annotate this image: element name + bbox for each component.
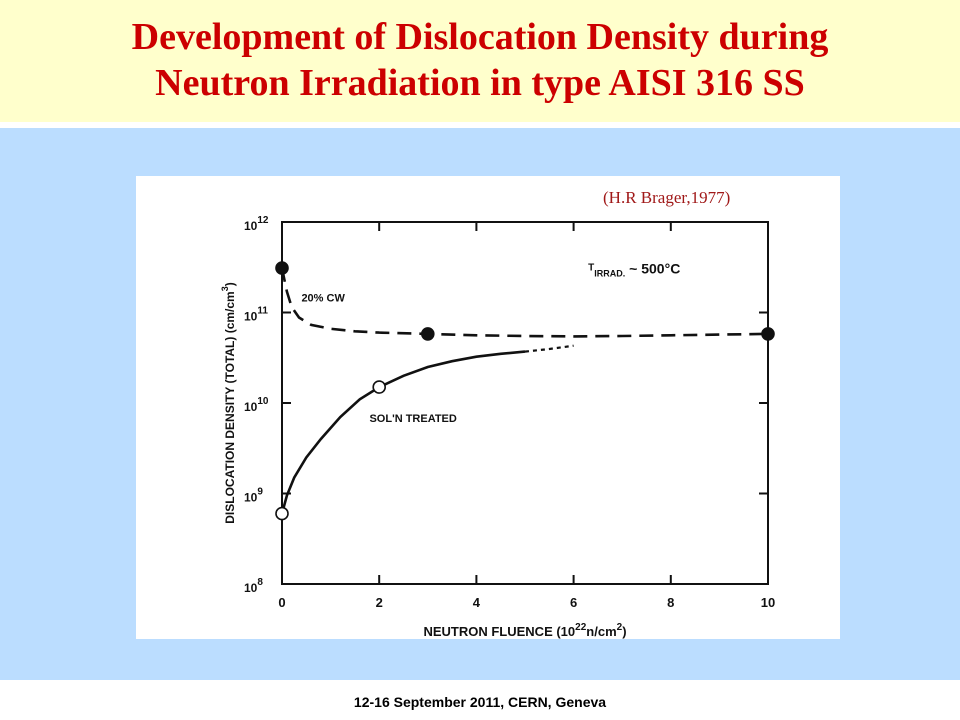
y-tick-exponent: 9	[257, 487, 263, 498]
y-tick-base: 10	[244, 491, 258, 505]
y-tick-exponent: 11	[257, 306, 268, 317]
x-axis-label-exp: 22	[575, 622, 587, 633]
footer-text: 12-16 September 2011, CERN, Geneva	[353, 694, 607, 710]
x-tick-label: 0	[278, 595, 285, 610]
y-tick-label: 109	[244, 487, 263, 505]
y-axis-label-close: )	[223, 282, 237, 286]
y-axis-label-text: DISLOCATION DENSITY (TOTAL) (cm/cm	[223, 291, 237, 523]
data-point-soln-treated	[372, 380, 386, 394]
title-band	[0, 0, 960, 122]
plot-panel: 0 2 4 6 8 10 108 109 1010 1011 1012 NEUTRON FLUENCE…	[136, 176, 840, 639]
x-tick-label: 10	[761, 595, 775, 610]
series-label-20pct-cw: 20% CW	[301, 292, 345, 304]
y-tick-label: 108	[244, 577, 263, 595]
y-tick-base: 10	[244, 310, 258, 324]
slide-title: Development of Dislocation Density durin…	[0, 14, 960, 106]
condition-subscript: IRRAD.	[594, 268, 625, 278]
x-tick-label: 8	[667, 595, 674, 610]
series-label-soln-treated: SOL'N TREATED	[369, 413, 456, 425]
x-axis-label-text: NEUTRON FLUENCE (10	[423, 624, 575, 639]
y-axis-label: DISLOCATION DENSITY (TOTAL) (cm/cm3)	[220, 282, 237, 523]
x-axis-label-close: )	[622, 624, 626, 639]
x-tick-label: 2	[376, 595, 383, 610]
x-axis-label-unit: n/cm	[586, 624, 616, 639]
data-point-20pct-cw	[275, 261, 289, 275]
data-point-soln-treated	[275, 506, 289, 521]
x-tick-label: 4	[473, 595, 481, 610]
y-tick-base: 10	[244, 581, 258, 595]
x-tick-label: 6	[570, 595, 577, 610]
condition-label: T	[588, 262, 594, 273]
y-tick-exponent: 8	[257, 577, 263, 588]
y-tick-base: 10	[244, 400, 258, 414]
data-point-20pct-cw	[761, 327, 775, 341]
y-tick-exponent: 10	[257, 396, 269, 407]
y-tick-label: 1010	[244, 396, 269, 414]
data-point-20pct-cw	[420, 327, 435, 341]
x-axis-label: NEUTRON FLUENCE (1022n/cm2)	[423, 622, 626, 639]
y-tick-label: 1011	[244, 306, 268, 324]
series-soln-treated-extension	[524, 344, 574, 353]
citation: (H.R Brager,1977)	[603, 188, 731, 207]
series-soln-treated-line	[280, 350, 526, 514]
x-axis-label-unit-exp: 2	[617, 622, 623, 633]
y-tick-label: 1012	[244, 215, 269, 233]
y-tick-exponent: 12	[257, 215, 269, 226]
y-axis-label-exp: 3	[220, 286, 230, 291]
title-line-2: Neutron Irradiation in type AISI 316 SS	[155, 62, 805, 104]
series-20pct-cw-line	[280, 267, 769, 338]
condition-value: ~ 500°C	[625, 260, 680, 276]
irradiation-temperature-label: TIRRAD. ~ 500°C	[588, 260, 680, 278]
title-line-1: Development of Dislocation Density durin…	[131, 16, 829, 58]
y-tick-base: 10	[244, 219, 258, 233]
